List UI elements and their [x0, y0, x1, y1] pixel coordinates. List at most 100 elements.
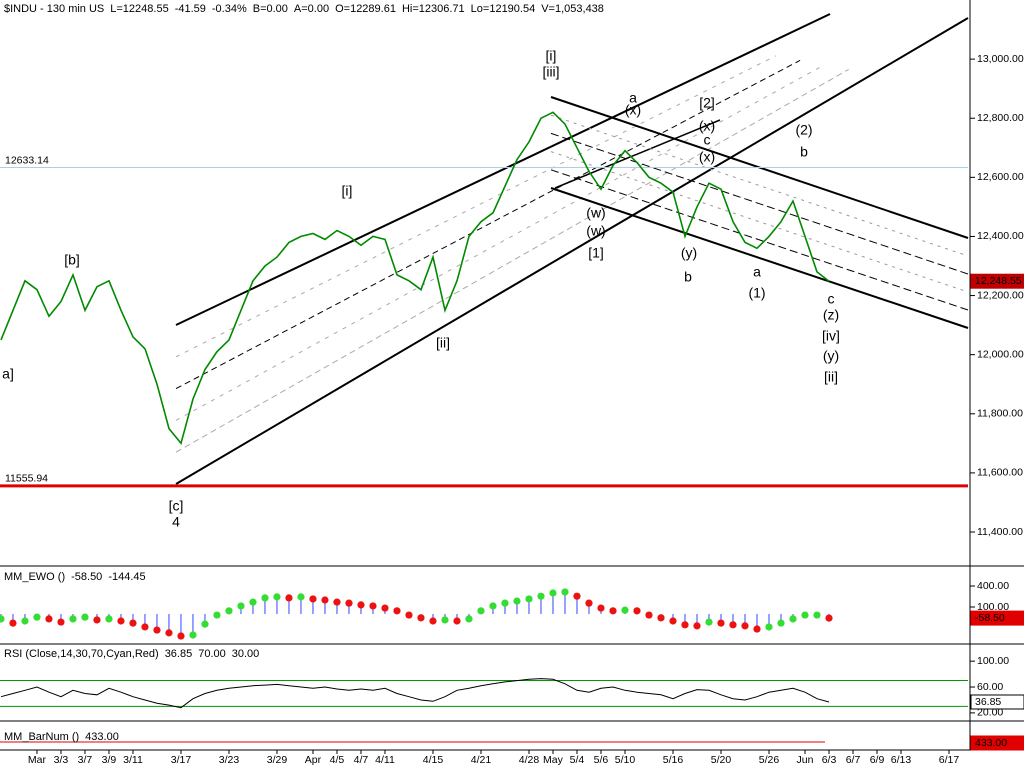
y-tick-label: 11,400.00 [977, 526, 1023, 538]
barnum-value: 433.00 [975, 737, 1007, 749]
oscillator-point [777, 619, 785, 627]
header-text: Lo=12190.54 [471, 3, 536, 15]
x-tick-label: 5/4 [570, 754, 585, 766]
wave-label: a [753, 264, 761, 280]
y-tick-label: 12,600.00 [977, 171, 1024, 183]
header-text: 36.85 [165, 648, 193, 660]
x-tick-label: 3/11 [123, 754, 143, 766]
wave-label: (z) [823, 307, 839, 323]
oscillator-point [321, 596, 329, 604]
channel-line [175, 59, 801, 390]
wave-label: (1) [748, 285, 765, 301]
y-tick-label: 11,800.00 [977, 408, 1023, 420]
y-tick-label: 11,600.00 [977, 467, 1023, 479]
x-tick-label: 4/28 [519, 754, 540, 766]
oscillator-point [81, 613, 89, 621]
wave-label: (2) [795, 122, 812, 138]
oscillator-point [429, 617, 437, 625]
oscillator-point [693, 622, 701, 630]
oscillator-point [369, 602, 377, 610]
pitchfork-channels [175, 13, 969, 485]
oscillator-point [477, 607, 485, 615]
header-text: $INDU - 130 min US [4, 3, 104, 15]
y-tick-label: 12,400.00 [977, 230, 1024, 242]
wave-label: b [684, 269, 692, 285]
wave-label: [c] [169, 498, 184, 514]
oscillator-point [573, 592, 581, 600]
oscillator-point [465, 615, 473, 623]
x-tick-label: 6/9 [870, 754, 885, 766]
wave-label: a] [2, 366, 14, 382]
x-tick-label: 4/11 [375, 754, 395, 766]
oscillator-point [561, 588, 569, 596]
oscillator-point [645, 611, 653, 619]
oscillator-point [453, 617, 461, 625]
header-text: 30.00 [232, 648, 260, 660]
header-text: -58.50 [71, 571, 102, 583]
oscillator-point [489, 602, 497, 610]
wave-label: (x) [699, 149, 715, 165]
y-tick-label: 100.00 [977, 601, 1009, 613]
oscillator-point [789, 615, 797, 623]
wave-label: (y) [823, 348, 839, 364]
data-line [0, 678, 830, 709]
wave-label: a [629, 90, 637, 106]
oscillator-point [825, 614, 833, 622]
header-text: RSI (Close,14,30,70,Cyan,Red) [4, 648, 159, 660]
wave-label: (w) [586, 205, 605, 221]
channel-line [550, 187, 969, 329]
oscillator-point [813, 611, 821, 619]
channel-line [554, 119, 721, 189]
oscillator-point [165, 629, 173, 637]
oscillator-point [189, 631, 197, 639]
wave-label: (w) [586, 223, 605, 239]
ewo-value: -58.50 [975, 612, 1005, 624]
oscillator-point [765, 623, 773, 631]
y-tick-label: 100.00 [977, 655, 1009, 667]
oscillator-point [405, 611, 413, 619]
wave-label: [i] [546, 48, 557, 64]
last-price: 12,248.55 [975, 275, 1022, 287]
oscillator-point [225, 607, 233, 615]
oscillator-point [57, 618, 65, 626]
x-tick-label: 4/7 [354, 754, 369, 766]
oscillator-point [669, 617, 677, 625]
oscillator-point [525, 595, 533, 603]
wave-label: 4 [172, 514, 180, 530]
x-tick-label: 6/13 [891, 754, 912, 766]
header-text: -41.59 [175, 3, 206, 15]
oscillator-point [741, 622, 749, 630]
x-tick-label: 4/21 [471, 754, 492, 766]
wave-label: [ii] [436, 335, 450, 351]
wave-label: [b] [64, 252, 80, 268]
wave-label: [ii] [824, 369, 838, 385]
y-tick-label: 12,000.00 [977, 348, 1024, 360]
oscillator-point [441, 616, 449, 624]
header-text: -0.34% [212, 3, 247, 15]
ewo-value-box [970, 610, 1024, 626]
rsi-value-box [970, 694, 1024, 710]
x-tick-label: Jun [797, 754, 814, 766]
wave-label: c [828, 291, 835, 307]
x-tick-label: 3/9 [102, 754, 117, 766]
x-tick-label: 4/5 [330, 754, 345, 766]
oscillator-point [261, 594, 269, 602]
x-tick-label: 3/23 [219, 754, 240, 766]
header-text: A=0.00 [294, 3, 329, 15]
wave-label: [1] [588, 245, 604, 261]
wave-label: [iv] [822, 328, 840, 344]
x-tick-label: 5/16 [663, 754, 684, 766]
wave-label: b [800, 144, 808, 160]
oscillator-point [705, 618, 713, 626]
x-tick-label: 5/6 [594, 754, 609, 766]
channel-line [175, 17, 969, 485]
level-label: 11555.94 [5, 473, 48, 485]
x-tick-label: 6/17 [939, 754, 960, 766]
oscillator-point [297, 593, 305, 601]
channel-line [550, 114, 969, 257]
x-tick-label: 3/3 [54, 754, 69, 766]
channel-line [175, 64, 825, 421]
x-tick-label: 5/10 [615, 754, 636, 766]
oscillator-point [273, 593, 281, 601]
